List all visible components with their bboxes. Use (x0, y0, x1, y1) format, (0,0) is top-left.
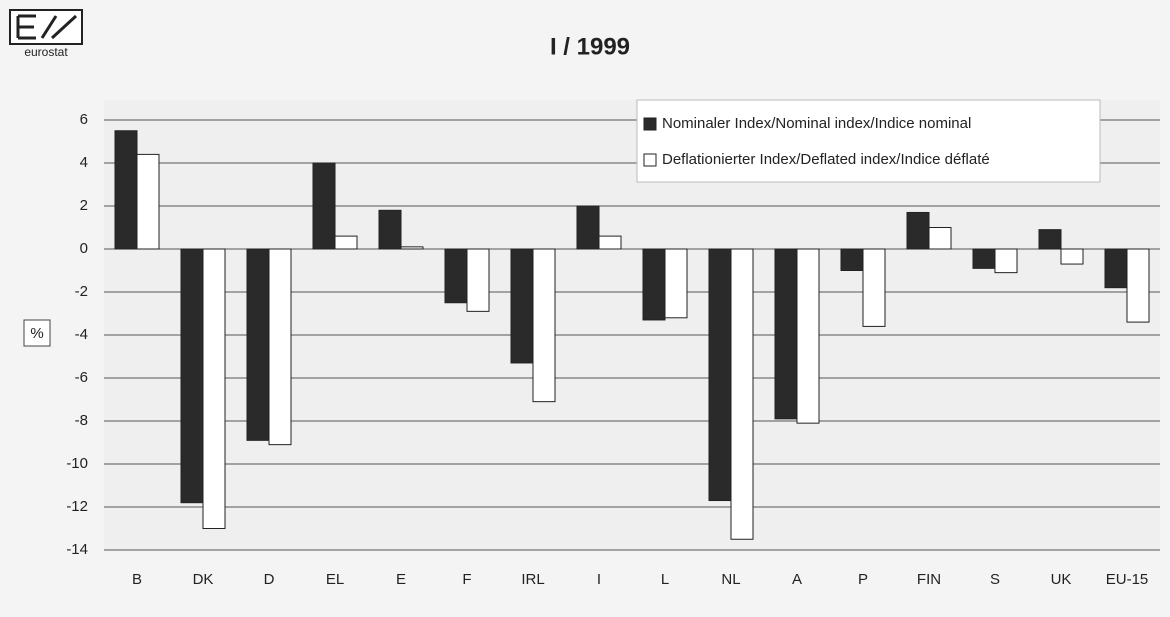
bar (334, 235, 358, 250)
bar (576, 205, 600, 250)
logo-text: eurostat (24, 45, 68, 59)
x-tick-label: A (792, 571, 802, 588)
x-tick-label: S (990, 571, 1000, 588)
y-tick-label: 2 (80, 197, 88, 214)
bar (994, 248, 1018, 274)
bar (202, 248, 226, 529)
bar (1060, 248, 1084, 265)
y-tick-label: 4 (80, 154, 88, 171)
y-tick-label: -12 (66, 498, 88, 515)
bar (312, 162, 336, 250)
y-label-box (23, 319, 51, 347)
y-tick-label: -4 (75, 326, 88, 343)
legend-label: Nominaler Index/Nominal index/Indice nom… (662, 115, 971, 132)
legend-box (636, 99, 1101, 183)
x-tick-label: DK (193, 571, 214, 588)
bar (180, 248, 204, 504)
chart-title: I / 1999 (550, 33, 630, 60)
bar (378, 209, 402, 250)
bar (114, 130, 138, 250)
bar (400, 246, 424, 250)
bar (1104, 248, 1128, 289)
y-tick-label: -10 (66, 455, 88, 472)
x-tick-label: L (661, 571, 669, 588)
bar (774, 248, 798, 420)
bar (246, 248, 270, 441)
bar (730, 248, 754, 540)
y-tick-label: -8 (75, 412, 88, 429)
bar (444, 248, 468, 304)
legend-swatch (643, 117, 657, 131)
x-tick-label: FIN (917, 571, 941, 588)
y-tick-label: 0 (80, 240, 88, 257)
x-tick-label: UK (1051, 571, 1072, 588)
x-tick-label: EU-15 (1106, 571, 1149, 588)
x-tick-label: E (396, 571, 406, 588)
y-tick-label: -2 (75, 283, 88, 300)
bar (928, 227, 952, 250)
bar (840, 248, 864, 271)
y-tick-label: -6 (75, 369, 88, 386)
bar (466, 248, 490, 312)
bar (598, 235, 622, 250)
x-tick-label: F (462, 571, 471, 588)
y-tick-label: 6 (80, 111, 88, 128)
bar (664, 248, 688, 319)
x-tick-label: P (858, 571, 868, 588)
bar (906, 211, 930, 250)
bar (642, 248, 666, 321)
y-axis-label: % (30, 325, 43, 342)
x-tick-label: D (264, 571, 275, 588)
bar (510, 248, 534, 364)
bar (796, 248, 820, 424)
x-tick-label: NL (721, 571, 740, 588)
x-tick-label: I (597, 571, 601, 588)
bar (708, 248, 732, 502)
logo-mark (16, 14, 78, 40)
bar (1038, 229, 1062, 250)
legend-swatch (643, 153, 657, 167)
bar (1126, 248, 1150, 323)
bar (532, 248, 556, 403)
bar (268, 248, 292, 446)
legend-label: Deflationierter Index/Deflated index/Ind… (662, 151, 990, 168)
x-tick-label: IRL (521, 571, 544, 588)
bar (972, 248, 996, 269)
x-tick-label: B (132, 571, 142, 588)
bar (136, 153, 160, 250)
x-tick-label: EL (326, 571, 344, 588)
bar (862, 248, 886, 327)
y-tick-label: -14 (66, 541, 88, 558)
